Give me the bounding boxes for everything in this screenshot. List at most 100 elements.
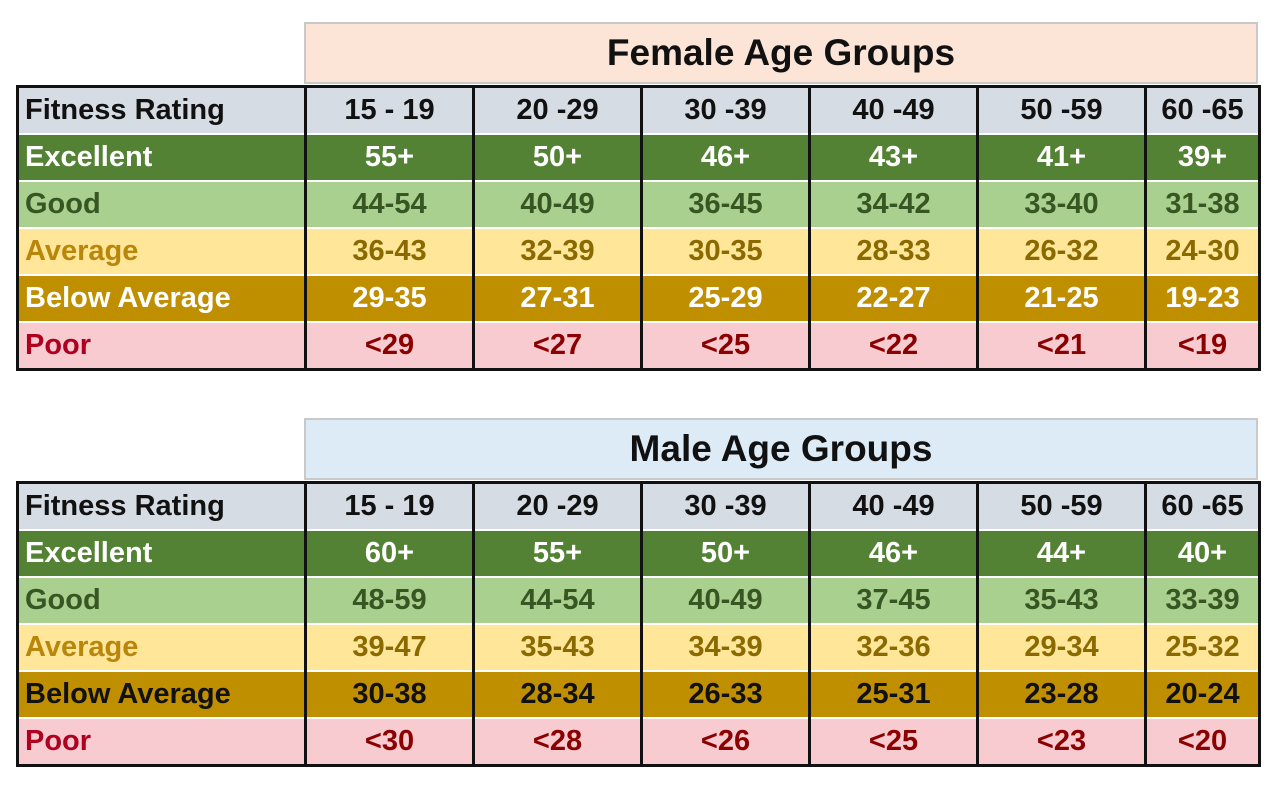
rating-label: Average [16, 227, 307, 276]
table-cell: 20-24 [1144, 670, 1261, 719]
table-cell: 44-54 [304, 180, 475, 229]
table-cell: 40+ [1144, 529, 1261, 578]
table-row-poor: Poor <30 <28 <26 <25 <23 <20 [16, 717, 1261, 767]
rating-label: Excellent [16, 133, 307, 182]
table-cell: 25-31 [808, 670, 979, 719]
rating-label: Below Average [16, 670, 307, 719]
table-cell: 44+ [976, 529, 1147, 578]
table-cell: <21 [976, 321, 1147, 371]
table-cell: 33-39 [1144, 576, 1261, 625]
column-header: 30 -39 [640, 481, 811, 531]
rating-label: Excellent [16, 529, 307, 578]
table-cell: 44-54 [472, 576, 643, 625]
column-header: Fitness Rating [16, 85, 307, 135]
table-cell: 24-30 [1144, 227, 1261, 276]
column-header: 30 -39 [640, 85, 811, 135]
column-header: Fitness Rating [16, 481, 307, 531]
column-header: 15 - 19 [304, 85, 475, 135]
rating-label: Good [16, 180, 307, 229]
rating-label: Average [16, 623, 307, 672]
table-cell: 34-39 [640, 623, 811, 672]
table-cell: <27 [472, 321, 643, 371]
table-cell: 46+ [640, 133, 811, 182]
column-header: 20 -29 [472, 85, 643, 135]
table-cell: 19-23 [1144, 274, 1261, 323]
table-cell: 46+ [808, 529, 979, 578]
column-header: 40 -49 [808, 481, 979, 531]
table-cell: <19 [1144, 321, 1261, 371]
table-row-below-average: Below Average 29-35 27-31 25-29 22-27 21… [16, 274, 1261, 323]
table-cell: 41+ [976, 133, 1147, 182]
table-cell: 39-47 [304, 623, 475, 672]
female-table-title: Female Age Groups [304, 22, 1258, 84]
table-cell: 30-38 [304, 670, 475, 719]
table-cell: 39+ [1144, 133, 1261, 182]
table-cell: 31-38 [1144, 180, 1261, 229]
table-cell: <22 [808, 321, 979, 371]
table-cell: 55+ [304, 133, 475, 182]
female-fitness-table: Fitness Rating 15 - 19 20 -29 30 -39 40 … [16, 85, 1261, 371]
table-cell: 36-43 [304, 227, 475, 276]
table-cell: 50+ [472, 133, 643, 182]
table-row-average: Average 39-47 35-43 34-39 32-36 29-34 25… [16, 623, 1261, 672]
table-cell: 60+ [304, 529, 475, 578]
table-cell: 50+ [640, 529, 811, 578]
table-cell: 28-34 [472, 670, 643, 719]
male-table-title: Male Age Groups [304, 418, 1258, 480]
table-cell: 48-59 [304, 576, 475, 625]
table-cell: <23 [976, 717, 1147, 767]
table-cell: 26-33 [640, 670, 811, 719]
table-row-average: Average 36-43 32-39 30-35 28-33 26-32 24… [16, 227, 1261, 276]
table-cell: 37-45 [808, 576, 979, 625]
table-row-poor: Poor <29 <27 <25 <22 <21 <19 [16, 321, 1261, 371]
table-row-good: Good 44-54 40-49 36-45 34-42 33-40 31-38 [16, 180, 1261, 229]
column-header: 50 -59 [976, 85, 1147, 135]
table-cell: 22-27 [808, 274, 979, 323]
table-cell: <30 [304, 717, 475, 767]
rating-label: Poor [16, 321, 307, 371]
table-cell: <25 [808, 717, 979, 767]
table-cell: 40-49 [640, 576, 811, 625]
table-cell: 32-39 [472, 227, 643, 276]
column-header: 60 -65 [1144, 85, 1261, 135]
table-cell: 33-40 [976, 180, 1147, 229]
table-cell: 55+ [472, 529, 643, 578]
table-cell: 29-34 [976, 623, 1147, 672]
table-cell: 26-32 [976, 227, 1147, 276]
column-header: 50 -59 [976, 481, 1147, 531]
table-cell: <29 [304, 321, 475, 371]
table-cell: 28-33 [808, 227, 979, 276]
table-row-excellent: Excellent 60+ 55+ 50+ 46+ 44+ 40+ [16, 529, 1261, 578]
table-cell: 29-35 [304, 274, 475, 323]
rating-label: Good [16, 576, 307, 625]
table-cell: 21-25 [976, 274, 1147, 323]
table-cell: 27-31 [472, 274, 643, 323]
column-header: 60 -65 [1144, 481, 1261, 531]
table-header-row: Fitness Rating 15 - 19 20 -29 30 -39 40 … [16, 481, 1261, 531]
table-cell: 35-43 [976, 576, 1147, 625]
table-cell: 36-45 [640, 180, 811, 229]
table-cell: 25-29 [640, 274, 811, 323]
rating-label: Below Average [16, 274, 307, 323]
male-fitness-table: Fitness Rating 15 - 19 20 -29 30 -39 40 … [16, 481, 1261, 767]
column-header: 40 -49 [808, 85, 979, 135]
table-row-below-average: Below Average 30-38 28-34 26-33 25-31 23… [16, 670, 1261, 719]
table-cell: <28 [472, 717, 643, 767]
table-cell: 25-32 [1144, 623, 1261, 672]
table-cell: 34-42 [808, 180, 979, 229]
table-row-good: Good 48-59 44-54 40-49 37-45 35-43 33-39 [16, 576, 1261, 625]
table-cell: 30-35 [640, 227, 811, 276]
table-cell: 32-36 [808, 623, 979, 672]
table-cell: 23-28 [976, 670, 1147, 719]
table-cell: 35-43 [472, 623, 643, 672]
rating-label: Poor [16, 717, 307, 767]
table-cell: <25 [640, 321, 811, 371]
table-cell: <20 [1144, 717, 1261, 767]
table-cell: <26 [640, 717, 811, 767]
table-cell: 40-49 [472, 180, 643, 229]
table-row-excellent: Excellent 55+ 50+ 46+ 43+ 41+ 39+ [16, 133, 1261, 182]
table-cell: 43+ [808, 133, 979, 182]
table-header-row: Fitness Rating 15 - 19 20 -29 30 -39 40 … [16, 85, 1261, 135]
column-header: 15 - 19 [304, 481, 475, 531]
column-header: 20 -29 [472, 481, 643, 531]
